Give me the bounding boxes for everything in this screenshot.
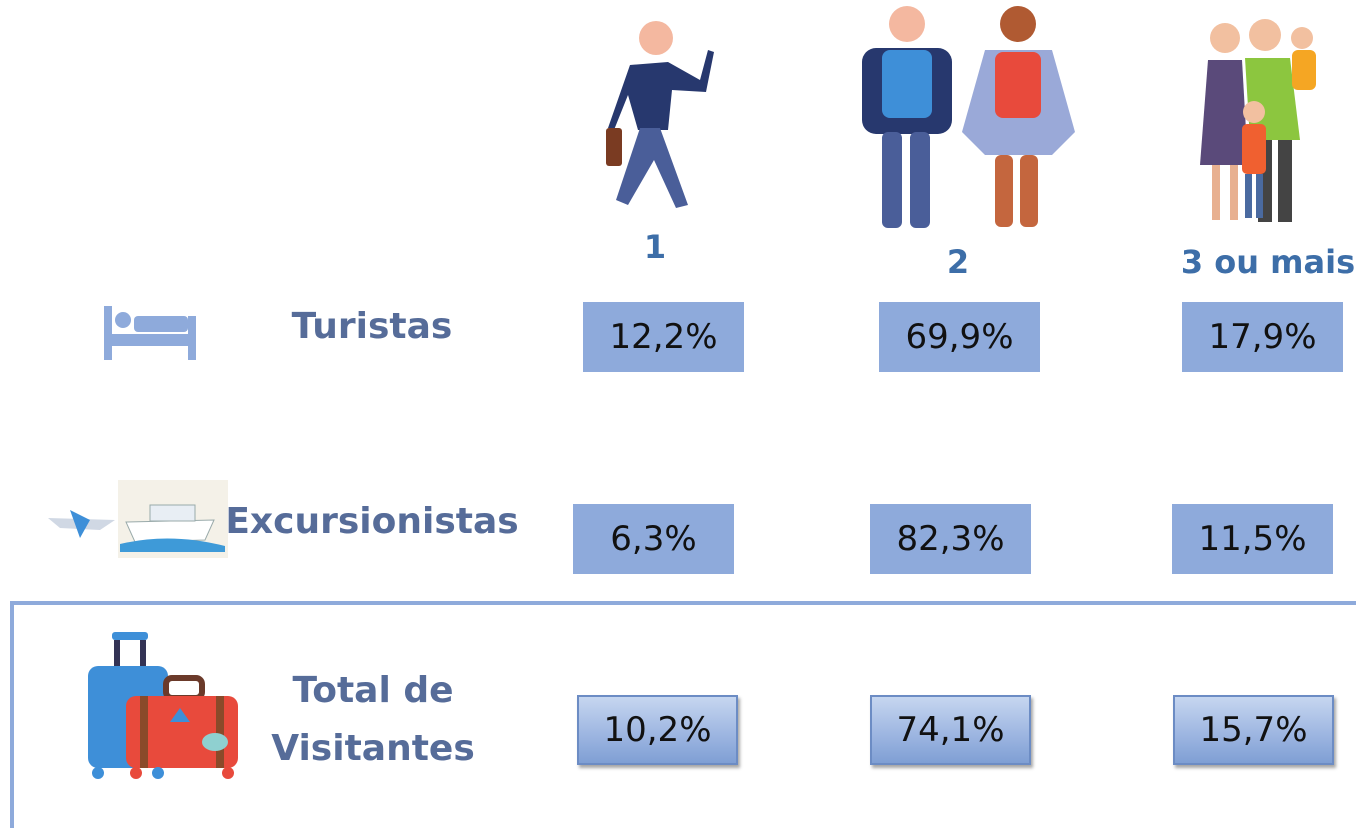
value-cell: 15,7% — [1173, 695, 1334, 765]
value-cell: 69,9% — [879, 302, 1040, 372]
value-cell: 10,2% — [577, 695, 738, 765]
value-cell: 82,3% — [870, 504, 1031, 574]
icon-luggage — [88, 632, 238, 779]
icon-two-people — [862, 6, 1075, 228]
frame-line — [10, 601, 1356, 605]
icon-one-person — [606, 21, 714, 208]
icon-bed — [104, 306, 196, 360]
value-cell: 11,5% — [1172, 504, 1333, 574]
column-header: 1 — [643, 228, 667, 266]
value-cell: 74,1% — [870, 695, 1031, 765]
value-cell: 6,3% — [573, 504, 734, 574]
row-label: Excursionistas — [225, 501, 519, 542]
column-header: 2 — [946, 243, 970, 281]
value-cell: 17,9% — [1182, 302, 1343, 372]
row-label: Total de Visitantes — [271, 670, 475, 769]
icon-transport — [48, 480, 228, 558]
row-label: Turistas — [291, 306, 453, 347]
frame-line — [10, 601, 14, 828]
icon-family — [1200, 19, 1316, 222]
column-header: 3 ou mais — [1180, 243, 1356, 281]
value-cell: 12,2% — [583, 302, 744, 372]
